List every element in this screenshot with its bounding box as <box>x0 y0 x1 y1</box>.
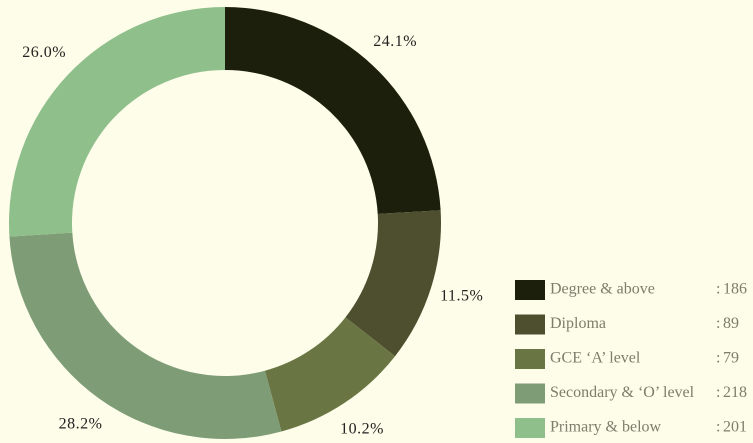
legend-value: 79 <box>723 350 739 367</box>
legend-value: 186 <box>723 281 747 298</box>
legend-swatch <box>515 383 545 404</box>
legend-swatch <box>515 349 545 369</box>
legend-label: Diploma <box>550 315 606 332</box>
legend-label: Primary & below <box>550 419 662 436</box>
donut-segment <box>9 232 282 439</box>
legend-separator: : <box>716 281 720 298</box>
donut-segment <box>264 317 396 432</box>
legend-swatch <box>515 418 545 438</box>
donut-segment <box>8 7 225 237</box>
donut-segment <box>345 210 442 357</box>
legend-value: 201 <box>723 419 747 436</box>
legend-swatch <box>515 314 545 335</box>
legend-value: 218 <box>723 384 747 401</box>
percentage-label: 28.2% <box>59 415 103 432</box>
donut-segment <box>225 7 441 214</box>
legend-label: Degree & above <box>550 281 655 298</box>
legend-label: Secondary & ‘O’ level <box>550 384 695 401</box>
percentage-label: 10.2% <box>340 420 384 437</box>
legend-separator: : <box>716 419 720 436</box>
legend-value: 89 <box>723 315 739 332</box>
percentage-label: 11.5% <box>440 288 483 305</box>
percentage-label: 26.0% <box>22 44 66 61</box>
legend-separator: : <box>716 384 720 401</box>
legend-label: GCE ‘A’ level <box>550 350 641 367</box>
legend-swatch <box>515 280 545 300</box>
legend-separator: : <box>716 350 720 367</box>
legend-separator: : <box>716 315 720 332</box>
percentage-label: 24.1% <box>373 33 417 50</box>
